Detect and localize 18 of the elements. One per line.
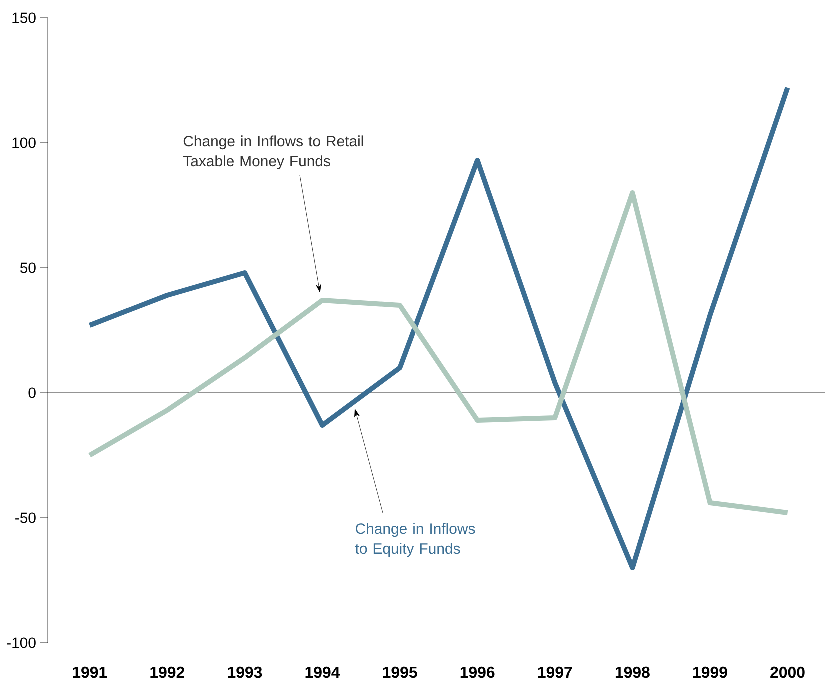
- x-tick-label: 1993: [228, 666, 262, 678]
- y-tick-label: 50: [20, 262, 36, 274]
- x-tick-label: 1996: [460, 666, 495, 678]
- text: Change in Inflows to Retail Taxable Money Funds: [183, 136, 364, 170]
- y-tick-label: -50: [16, 512, 36, 524]
- x-tick-label: 1998: [616, 666, 650, 678]
- x-tick-label: 1991: [73, 666, 108, 678]
- y-tick-label: -100: [7, 638, 36, 648]
- x-tick-label: 1995: [383, 666, 418, 678]
- y-tick-label: 0: [28, 388, 36, 398]
- x-tick-label: 1999: [694, 666, 728, 678]
- x-tick-label: 1994: [306, 666, 340, 678]
- x-tick-label: 1992: [150, 666, 185, 678]
- y-tick-label: 150: [12, 12, 36, 24]
- x-tick-label: 1997: [538, 666, 572, 678]
- y-tick-label: 100: [12, 138, 36, 148]
- text: Change in Inflows to Equity Funds: [356, 523, 476, 558]
- x-tick-label: 2000: [770, 666, 805, 678]
